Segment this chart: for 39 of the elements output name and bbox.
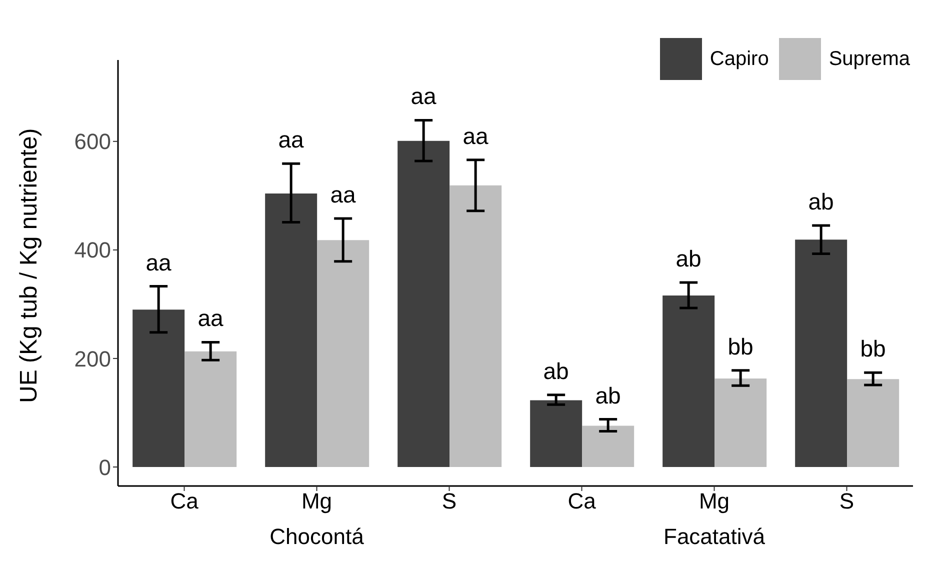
data-label: ab (808, 188, 834, 215)
bar (132, 310, 185, 468)
x-tick-label: S (442, 488, 457, 514)
data-label: aa (146, 249, 172, 276)
y-tick-label: 200 (74, 346, 111, 372)
x-tick-label: Mg (301, 488, 332, 514)
data-label: aa (198, 305, 224, 332)
bar (847, 379, 900, 468)
data-label: bb (728, 333, 754, 360)
bar (317, 240, 370, 468)
y-tick-label: 0 (98, 454, 111, 480)
legend-label: Capiro (710, 48, 769, 70)
bar (795, 240, 848, 468)
y-tick-label: 600 (74, 129, 111, 154)
bar (265, 194, 318, 468)
data-label: aa (330, 181, 356, 208)
text: Facatativá (662, 524, 766, 550)
data-label: aa (278, 126, 304, 153)
bar (450, 185, 502, 468)
data-label: ab (543, 358, 569, 384)
bar (530, 400, 582, 468)
x-tick-label: S (839, 488, 854, 514)
y-tick-label: 400 (74, 238, 111, 263)
data-label: ab (676, 245, 702, 272)
bar (184, 351, 237, 468)
data-label: aa (410, 83, 437, 110)
text: Chocontá (268, 524, 365, 550)
bar (662, 296, 715, 468)
bar (582, 426, 634, 468)
data-label: ab (595, 382, 621, 408)
data-label: aa (462, 122, 489, 149)
y-axis-title: UE (Kg tub / Kg nutriente) (16, 128, 43, 403)
x-tick-label: Mg (698, 488, 730, 514)
bar (714, 378, 767, 468)
legend-label: Suprema (828, 48, 910, 70)
data-label: bb (860, 336, 886, 362)
bar (398, 140, 450, 468)
x-tick-label: Ca (568, 488, 597, 514)
x-tick-label: Ca (170, 488, 200, 514)
